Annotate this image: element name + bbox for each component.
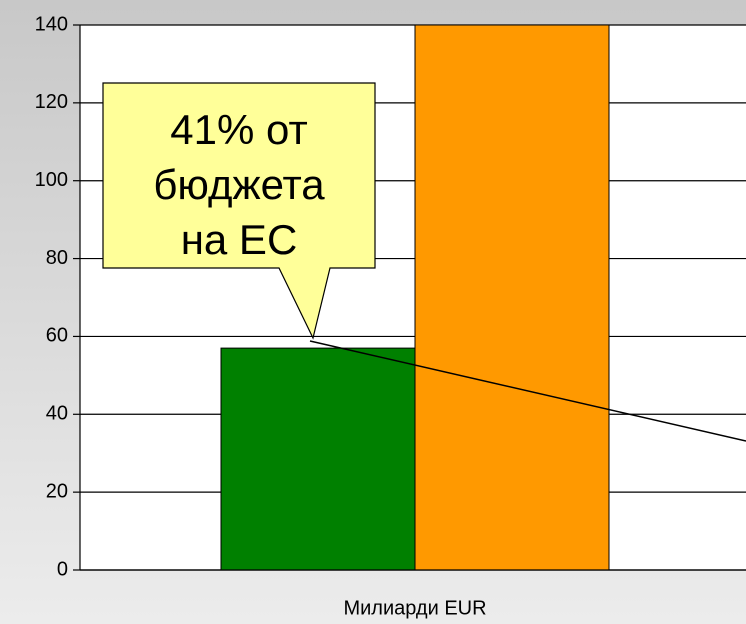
callout-box [102, 82, 376, 340]
y-tick-label: 20 [46, 480, 68, 502]
y-tick-label: 120 [35, 91, 68, 113]
callout: 41% от бюджета на ЕС [102, 82, 376, 340]
axes: 0 20 40 60 80 100 120 140 [35, 13, 746, 580]
x-axis-label: Милиарди EUR [343, 597, 486, 619]
y-tick-label: 60 [46, 325, 68, 347]
y-tick-label: 140 [35, 13, 68, 35]
y-tick-label: 100 [35, 169, 68, 191]
connector-line [309, 340, 746, 442]
y-tick-label: 40 [46, 403, 68, 425]
y-tick-label: 80 [46, 247, 68, 269]
callout-text: бюджета [153, 161, 325, 208]
y-tick-label: 0 [57, 558, 68, 580]
bar [414, 24, 610, 571]
callout-text: 41% от [170, 106, 307, 153]
bar [220, 347, 416, 571]
bars [220, 24, 610, 571]
callout-text: на ЕС [181, 216, 298, 263]
